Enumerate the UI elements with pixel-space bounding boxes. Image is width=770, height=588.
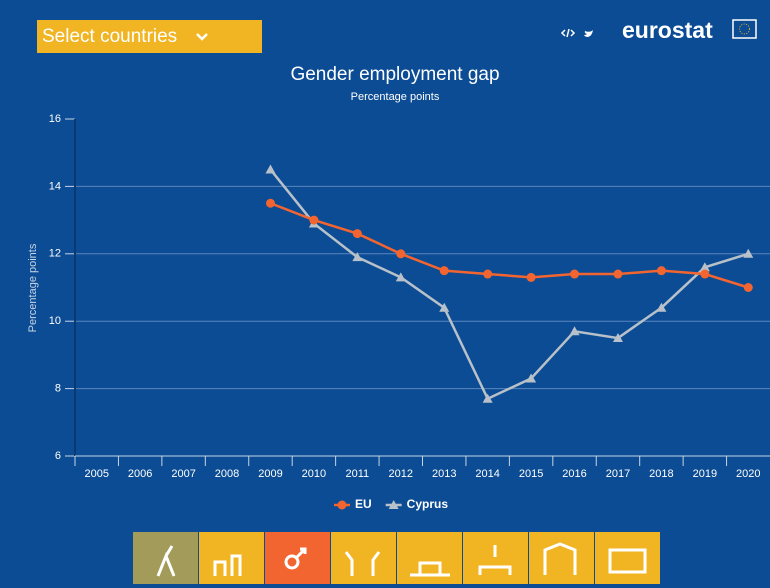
point (352, 229, 362, 239)
eu-flag (732, 19, 757, 39)
legend-item[interactable]: EU (334, 497, 372, 511)
point (396, 249, 406, 259)
x-tick-label: 2015 (519, 468, 543, 480)
point (388, 500, 399, 509)
point (656, 302, 667, 312)
topic-button[interactable] (529, 532, 594, 584)
point (352, 252, 363, 262)
point (439, 266, 449, 276)
y-tick-label: 10 (49, 315, 61, 327)
point (700, 269, 710, 279)
x-tick-label: 2014 (475, 468, 499, 480)
point (337, 500, 347, 510)
x-tick-label: 2018 (649, 468, 673, 480)
point (526, 272, 536, 282)
topic-button[interactable] (595, 532, 660, 584)
x-tick-label: 2005 (84, 468, 108, 480)
point (656, 266, 666, 276)
y-tick-label: 8 (55, 383, 61, 395)
y-axis-label: Percentage points (27, 243, 39, 332)
point (309, 215, 319, 225)
plot: 6 8 10 12 14 16 2005 2006 2007 2008 2009 2010 2011 20… (49, 113, 770, 480)
topic-icons (133, 532, 660, 584)
chart-title: Gender employment gap (290, 64, 499, 85)
series-line (270, 202, 749, 289)
y-tick-label: 16 (49, 113, 61, 125)
y-tick-label: 14 (49, 180, 61, 192)
logo: eurostat (622, 17, 713, 43)
x-tick-label: 2013 (432, 468, 456, 480)
point (395, 272, 406, 282)
country-select[interactable]: Select countries (37, 20, 262, 53)
series-line (269, 168, 749, 401)
point (483, 269, 493, 279)
point (569, 326, 580, 336)
embed-icon[interactable] (560, 28, 576, 38)
x-tick-label: 2008 (215, 468, 239, 480)
legend-item[interactable]: Cyprus (385, 497, 449, 511)
point (570, 269, 580, 279)
y-tick-label: 12 (49, 248, 61, 260)
twitter-icon[interactable] (584, 30, 593, 37)
x-tick-label: 2016 (562, 468, 586, 480)
point (613, 269, 623, 279)
point (482, 393, 493, 403)
chart-subtitle: Percentage points (351, 91, 440, 103)
topic-button[interactable] (331, 532, 396, 584)
chevron[interactable] (196, 33, 208, 41)
x-tick-label: 2009 (258, 468, 282, 480)
x-tick-label: 2010 (302, 468, 326, 480)
point (612, 333, 623, 343)
point (743, 248, 754, 258)
select-box[interactable] (37, 20, 262, 53)
point (699, 262, 710, 272)
legend-label: EU (355, 497, 372, 511)
x-tick-label: 2017 (606, 468, 630, 480)
x-tick-label: 2006 (128, 468, 152, 480)
x-tick-label: 2019 (693, 468, 717, 480)
topic-button[interactable] (463, 532, 528, 584)
point (526, 373, 537, 383)
point (265, 164, 276, 174)
point (743, 283, 753, 292)
select-label[interactable]: Select countries (42, 26, 177, 47)
x-tick-label: 2011 (346, 468, 370, 480)
legend-label: Cyprus (407, 497, 449, 511)
point (265, 198, 275, 208)
x-tick-label: 2012 (389, 468, 413, 480)
topic-glyphs (156, 542, 647, 577)
x-tick-label: 2007 (171, 468, 195, 480)
x-tick-label: 2020 (736, 468, 760, 480)
flag-stars (739, 23, 750, 35)
point (439, 302, 450, 312)
y-tick-label: 6 (55, 450, 61, 462)
